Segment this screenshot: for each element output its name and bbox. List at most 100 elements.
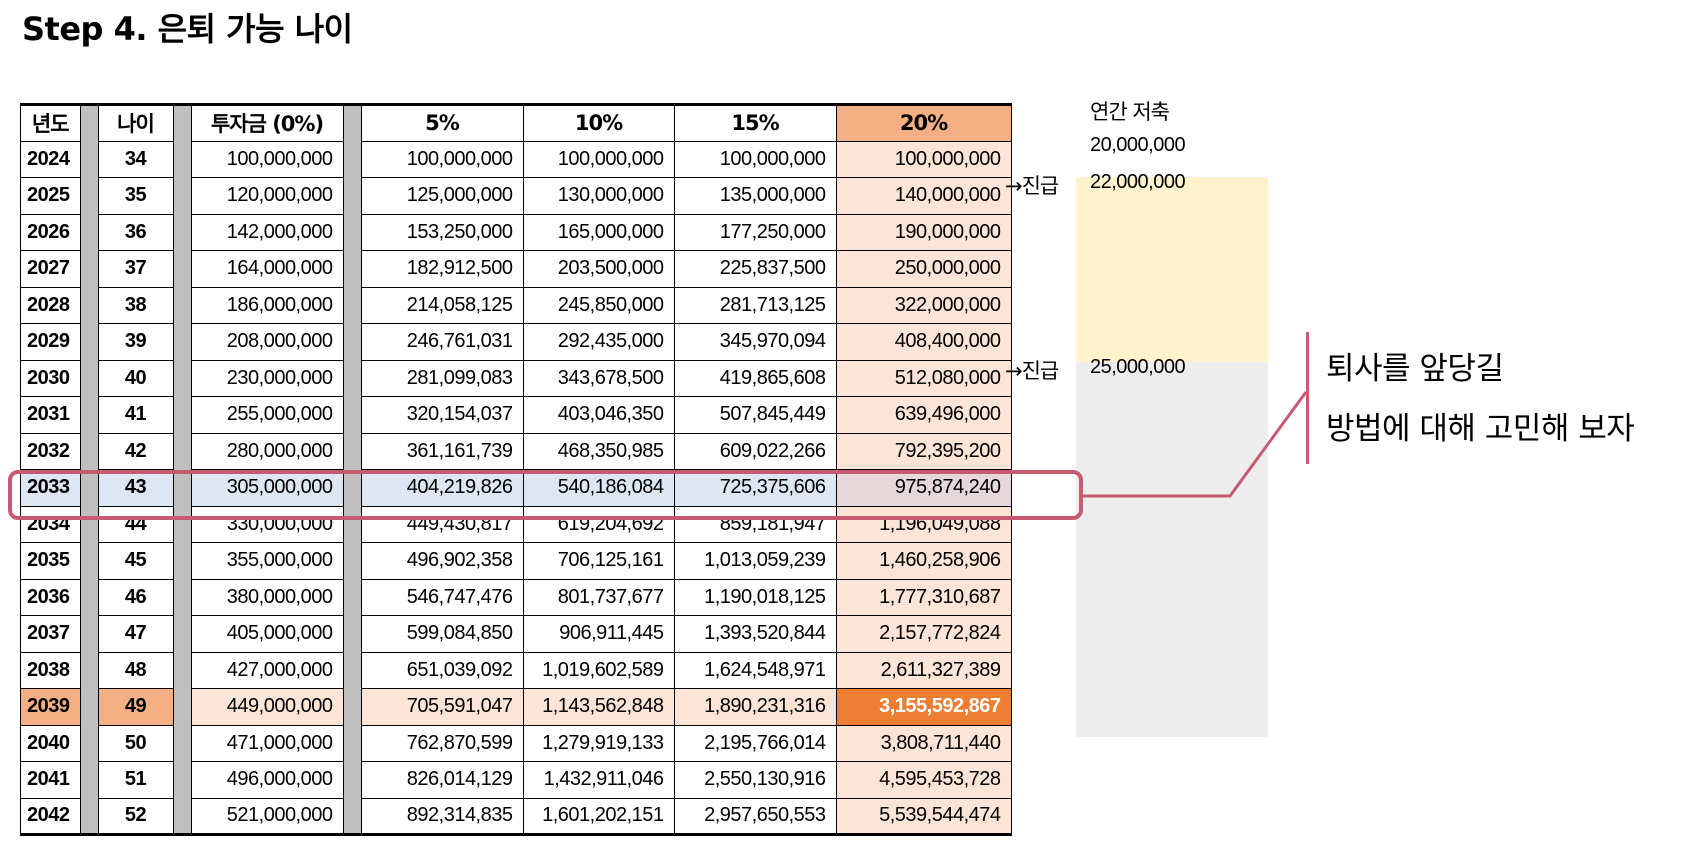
invest-10-cell: 1,279,919,133 xyxy=(522,724,675,762)
callout-connector-line xyxy=(1083,391,1308,498)
invest-20-cell: 190,000,000 xyxy=(835,213,1012,251)
gap-cell xyxy=(172,214,192,251)
invest-5-cell: 599,084,850 xyxy=(360,615,524,653)
gap-cell xyxy=(342,542,362,579)
invest-20-cell: 792,395,200 xyxy=(835,432,1012,470)
year-cell: 2042 xyxy=(20,797,81,835)
invest-20-cell: 140,000,000 xyxy=(835,177,1012,215)
gap-cell xyxy=(79,542,99,579)
gap-cell xyxy=(79,250,99,287)
table-row: 2035 45 355,000,000 496,902,358 706,125,161 1… xyxy=(20,542,1012,580)
invest-10-cell: 165,000,000 xyxy=(522,213,675,251)
table-row: 2030 40 230,000,000 281,099,083 343,678,500 4… xyxy=(20,359,1012,397)
gap-cell xyxy=(172,177,192,214)
gap-cell xyxy=(342,688,362,725)
age-cell: 38 xyxy=(97,286,174,324)
invest-10-cell: 343,678,500 xyxy=(522,359,675,397)
invest-10-cell: 245,850,000 xyxy=(522,286,675,324)
invest-10-cell: 203,500,000 xyxy=(522,250,675,288)
gap-cell xyxy=(79,104,99,141)
invest-10-cell: 706,125,161 xyxy=(522,542,675,580)
age-cell: 34 xyxy=(97,140,174,178)
invest-5-cell: 281,099,083 xyxy=(360,359,524,397)
gap-cell xyxy=(79,798,99,835)
invest-10-cell: 1,019,602,589 xyxy=(522,651,675,689)
invest-15-cell: 225,837,500 xyxy=(673,250,837,288)
gap-cell xyxy=(342,214,362,251)
year-cell: 2031 xyxy=(20,396,81,434)
table-row: 2037 47 405,000,000 599,084,850 906,911,445 1… xyxy=(20,615,1012,653)
year-cell: 2035 xyxy=(20,542,81,580)
gap-cell xyxy=(342,433,362,470)
invest-10-cell: 801,737,677 xyxy=(522,578,675,616)
gap-cell xyxy=(79,725,99,762)
gap-cell xyxy=(172,469,192,506)
invest-5-cell: 496,902,358 xyxy=(360,542,524,580)
annual-savings-2025: 22,000,000 xyxy=(1090,171,1186,193)
age-cell: 46 xyxy=(97,578,174,616)
invest-10-cell: 468,350,985 xyxy=(522,432,675,470)
gap-cell xyxy=(172,287,192,324)
year-cell: 2024 xyxy=(20,140,81,178)
invest-0-cell: 186,000,000 xyxy=(190,286,344,324)
callout-bar xyxy=(1306,332,1309,464)
page-title: Step 4. 은퇴 가능 나이 xyxy=(22,10,353,48)
invest-0-cell: 380,000,000 xyxy=(190,578,344,616)
invest-10-cell: 540,186,084 xyxy=(522,469,675,507)
age-cell: 47 xyxy=(97,615,174,653)
invest-15-cell: 725,375,606 xyxy=(673,469,837,507)
invest-20-cell: 5,539,544,474 xyxy=(835,797,1012,835)
callout-line-2: 방법에 대해 고민해 보자 xyxy=(1326,411,1635,447)
header-col5: 5% xyxy=(360,104,524,142)
age-cell: 37 xyxy=(97,250,174,288)
invest-0-cell: 208,000,000 xyxy=(190,323,344,361)
table-row: 2036 46 380,000,000 546,747,476 801,737,677 1… xyxy=(20,578,1012,616)
invest-20-cell: 250,000,000 xyxy=(835,250,1012,288)
savings-zone-gray xyxy=(1076,362,1268,737)
invest-0-cell: 449,000,000 xyxy=(190,688,344,726)
invest-15-cell: 609,022,266 xyxy=(673,432,837,470)
table-row: 2028 38 186,000,000 214,058,125 245,850,000 2… xyxy=(20,286,1012,324)
invest-15-cell: 345,970,094 xyxy=(673,323,837,361)
invest-0-cell: 405,000,000 xyxy=(190,615,344,653)
invest-20-cell: 408,400,000 xyxy=(835,323,1012,361)
invest-20-cell: 639,496,000 xyxy=(835,396,1012,434)
table-row: 2031 41 255,000,000 320,154,037 403,046,350 5… xyxy=(20,396,1012,434)
age-cell: 36 xyxy=(97,213,174,251)
gap-cell xyxy=(342,506,362,543)
header-col10: 10% xyxy=(522,104,675,142)
invest-0-cell: 120,000,000 xyxy=(190,177,344,215)
year-cell: 2038 xyxy=(20,651,81,689)
year-cell: 2040 xyxy=(20,724,81,762)
table-row: 2029 39 208,000,000 246,761,031 292,435,000 3… xyxy=(20,323,1012,361)
invest-0-cell: 521,000,000 xyxy=(190,797,344,835)
invest-5-cell: 826,014,129 xyxy=(360,761,524,799)
invest-20-cell: 512,080,000 xyxy=(835,359,1012,397)
age-cell: 40 xyxy=(97,359,174,397)
table-row: 2033 43 305,000,000 404,219,826 540,186,084 7… xyxy=(20,469,1012,507)
age-cell: 49 xyxy=(97,688,174,726)
annual-savings-2024: 20,000,000 xyxy=(1090,134,1186,156)
invest-20-cell: 1,460,258,906 xyxy=(835,542,1012,580)
table-row: 2040 50 471,000,000 762,870,599 1,279,919,13… xyxy=(20,724,1012,762)
gap-cell xyxy=(342,652,362,689)
promotion-label-2030: →진급 xyxy=(1005,359,1059,383)
header-col15: 15% xyxy=(673,104,837,142)
gap-cell xyxy=(342,396,362,433)
invest-0-cell: 230,000,000 xyxy=(190,359,344,397)
gap-cell xyxy=(342,287,362,324)
table-row: 2038 48 427,000,000 651,039,092 1,019,602,58… xyxy=(20,651,1012,689)
investment-table: 년도 나이 투자금 (0%) 5% 10% 15% 20% 2024 34 100,… xyxy=(20,103,1012,836)
invest-5-cell: 762,870,599 xyxy=(360,724,524,762)
invest-20-cell: 3,808,711,440 xyxy=(835,724,1012,762)
gap-cell xyxy=(79,652,99,689)
header-col20: 20% xyxy=(835,104,1012,142)
year-cell: 2032 xyxy=(20,432,81,470)
gap-cell xyxy=(79,469,99,506)
invest-5-cell: 125,000,000 xyxy=(360,177,524,215)
gap-cell xyxy=(79,506,99,543)
annual-savings-2030: 25,000,000 xyxy=(1090,356,1186,378)
invest-5-cell: 892,314,835 xyxy=(360,797,524,835)
invest-10-cell: 1,432,911,046 xyxy=(522,761,675,799)
header-col0: 투자금 (0%) xyxy=(190,104,344,142)
